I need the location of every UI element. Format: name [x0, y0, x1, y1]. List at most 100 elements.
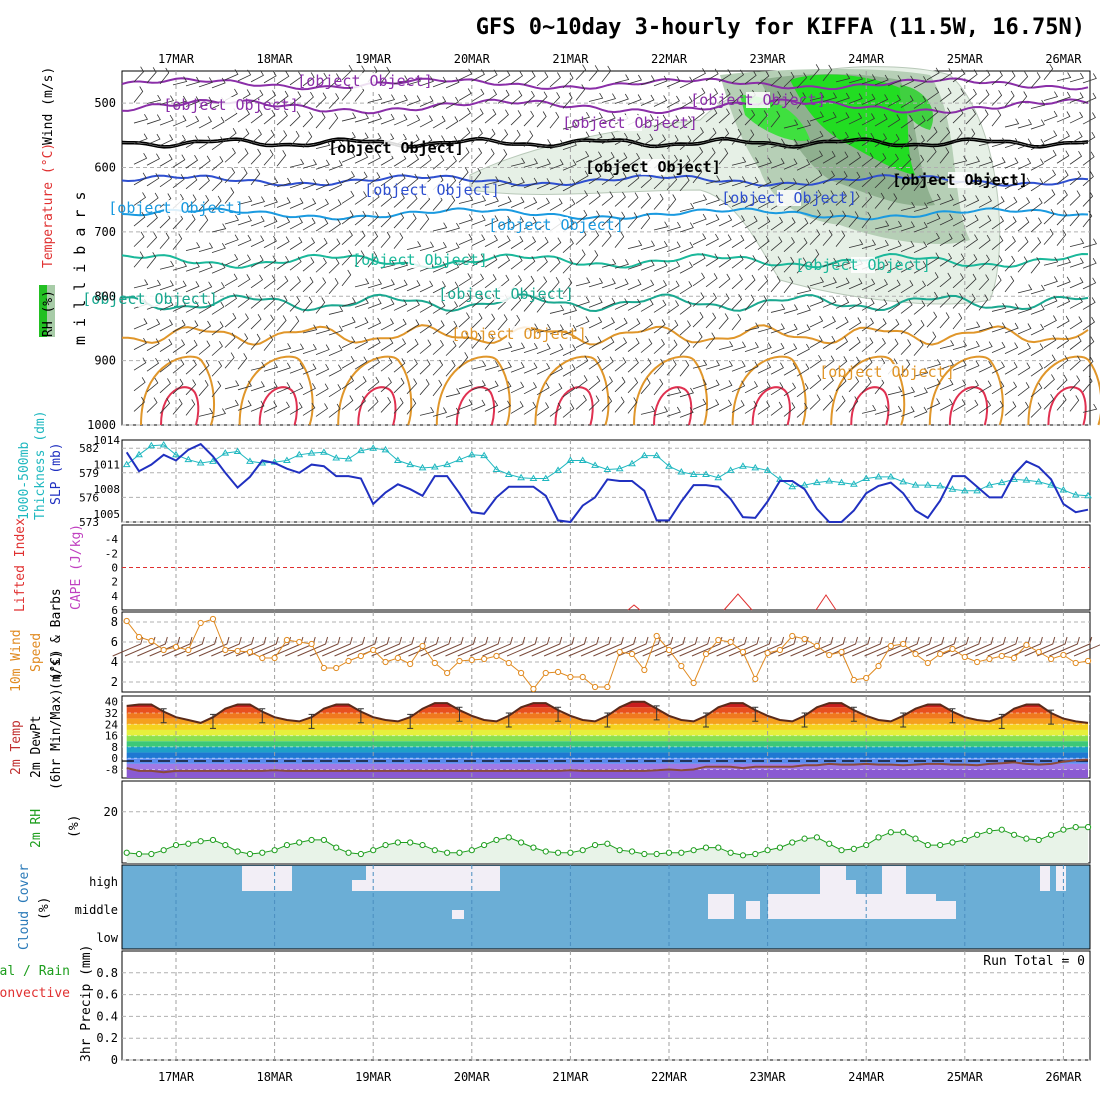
contour-label-bg: [746, 92, 770, 108]
wind-barb: [809, 394, 821, 410]
wind-barb: [445, 360, 456, 377]
temp-color-band: [126, 758, 1089, 764]
wind-barb: [549, 159, 564, 170]
wind-barb: [575, 190, 589, 204]
wind-barb: [510, 196, 525, 208]
wind-barb: [796, 119, 812, 130]
wind-barb: [575, 375, 588, 390]
wind-barb: [185, 379, 197, 396]
contour-label-bg: [408, 252, 432, 268]
wind-barb: [926, 213, 941, 225]
wind-barb: [237, 353, 248, 370]
thickness-point: [554, 466, 562, 473]
wind-barb: [341, 151, 356, 163]
wind-barb: [952, 233, 966, 247]
wind10m-point: [628, 650, 636, 658]
wind-barb: [796, 72, 808, 89]
wind-barb: [952, 312, 963, 330]
wind-barb: [263, 149, 274, 166]
wind10m-point: [481, 655, 488, 663]
wind-barb: [367, 356, 381, 371]
wind-barb: [289, 130, 300, 147]
wind-barb: [939, 213, 954, 226]
wind-barb: [640, 318, 654, 333]
wind-barb: [770, 256, 782, 272]
date-label-top: 18MAR: [257, 52, 294, 66]
pressure-tick: 700: [94, 225, 116, 239]
wind-barb: [978, 294, 989, 311]
wind-barb: [406, 193, 418, 209]
rh-legend-swatch-dark: [39, 285, 47, 337]
wind-barb: [302, 237, 316, 251]
rh2m-point: [739, 852, 747, 859]
thickness-point: [356, 446, 365, 454]
contour-label-bg: [420, 182, 444, 198]
wind-barb: [263, 381, 278, 393]
wind-barb: [224, 399, 239, 410]
wind-barb: [380, 337, 394, 351]
rh2m-point: [135, 850, 143, 858]
wind-barb: [562, 277, 573, 295]
wind-barb: [653, 338, 665, 354]
wind-barb: [146, 377, 159, 393]
wind-barb: [1056, 111, 1071, 123]
wind-barb: [887, 94, 901, 107]
wind-barb: [549, 383, 563, 397]
wind-barb: [302, 324, 318, 334]
wind-barb: [276, 362, 291, 373]
wind10m-barb: [198, 636, 230, 657]
wind-barb: [536, 91, 548, 107]
contour-30-loop: [337, 355, 413, 426]
thickness-point: [381, 445, 390, 453]
precip-convective-label: Convective: [0, 986, 70, 1001]
wind-barb: [211, 136, 225, 150]
wind-barb: [692, 146, 704, 163]
wind-barb: [861, 239, 877, 250]
wind-barb: [718, 273, 731, 289]
wind10m-point: [875, 662, 882, 670]
wind-barb: [796, 139, 811, 151]
wind-barb: [601, 132, 616, 145]
thickness-point: [295, 450, 304, 458]
wind-barb: [393, 173, 406, 188]
wind-barb: [510, 381, 525, 394]
wind-barb: [302, 383, 316, 396]
wind-barb: [172, 359, 185, 374]
wind-barb: [224, 214, 240, 225]
wind-barb: [887, 405, 902, 416]
wind-barb: [809, 209, 821, 225]
wind-barb: [666, 300, 680, 314]
wind-barb: [224, 127, 237, 142]
wind-barb: [575, 229, 587, 245]
wind-barb: [445, 301, 459, 315]
wind-barb: [1069, 190, 1081, 206]
wind-barb: [718, 108, 730, 124]
wind-barb: [874, 405, 890, 415]
wind-barb: [822, 190, 835, 205]
wind-barb: [627, 74, 643, 85]
wind10m-barb: [667, 636, 698, 657]
wind-barb: [146, 133, 161, 146]
wind-barb: [861, 317, 875, 332]
wind-barb: [718, 69, 732, 83]
wind-barb: [198, 175, 210, 191]
wind-barb: [1017, 382, 1030, 397]
rh2m-point: [850, 845, 857, 853]
wind-barb: [458, 68, 473, 81]
wind10m-barb: [346, 636, 378, 657]
wind-barb: [237, 333, 249, 349]
rh2m-point: [296, 839, 303, 846]
wind-barb: [978, 400, 992, 414]
wind-barb: [536, 139, 552, 149]
wind-barb: [1043, 354, 1056, 369]
slp-tick: 1005: [94, 508, 121, 521]
wind10m-barbs: [112, 636, 1100, 657]
temp-tick: 0: [111, 752, 118, 765]
contour-label: [object Object]: [297, 72, 432, 90]
contour-label-bg: [777, 190, 801, 206]
wind-barb: [614, 74, 630, 84]
wind-barb: [679, 76, 694, 89]
contour-label-bg: [494, 286, 518, 302]
wind-barb: [432, 155, 445, 170]
